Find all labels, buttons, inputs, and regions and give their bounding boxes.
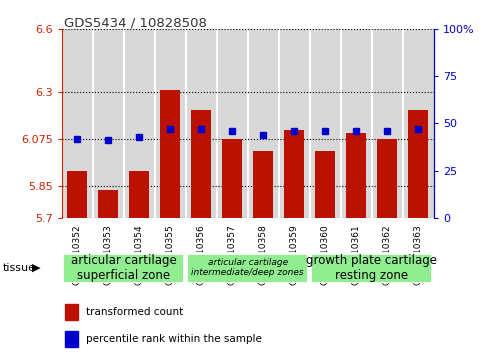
- Bar: [279, 29, 310, 218]
- Bar: [217, 29, 248, 218]
- Bar: [408, 110, 428, 218]
- Bar: [66, 331, 78, 347]
- Bar: [67, 171, 87, 218]
- Text: ▶: ▶: [32, 263, 40, 273]
- Bar: [155, 29, 186, 218]
- Bar: [372, 29, 403, 218]
- Text: articular cartilage
intermediate/deep zones: articular cartilage intermediate/deep zo…: [191, 258, 304, 277]
- Bar: [247, 29, 279, 218]
- FancyBboxPatch shape: [310, 253, 432, 282]
- Bar: [186, 29, 217, 218]
- Bar: [129, 171, 149, 218]
- Bar: [222, 139, 242, 218]
- Bar: [284, 130, 304, 218]
- Bar: [66, 304, 78, 320]
- Bar: [377, 139, 397, 218]
- FancyBboxPatch shape: [186, 253, 308, 282]
- Bar: [124, 29, 155, 218]
- Text: articular cartilage
superficial zone: articular cartilage superficial zone: [71, 254, 176, 282]
- Bar: [315, 151, 335, 218]
- FancyBboxPatch shape: [62, 253, 184, 282]
- Bar: [341, 29, 372, 218]
- Text: percentile rank within the sample: percentile rank within the sample: [86, 334, 262, 344]
- Bar: [191, 110, 211, 218]
- Text: GDS5434 / 10828508: GDS5434 / 10828508: [64, 16, 207, 29]
- Bar: [62, 29, 93, 218]
- Bar: [253, 151, 273, 218]
- Bar: [160, 90, 180, 218]
- Text: transformed count: transformed count: [86, 307, 183, 317]
- Bar: [403, 29, 434, 218]
- Bar: [346, 133, 366, 218]
- Bar: [310, 29, 341, 218]
- Bar: [98, 190, 118, 218]
- Bar: [93, 29, 124, 218]
- Text: growth plate cartilage
resting zone: growth plate cartilage resting zone: [306, 254, 437, 282]
- Text: tissue: tissue: [2, 263, 35, 273]
